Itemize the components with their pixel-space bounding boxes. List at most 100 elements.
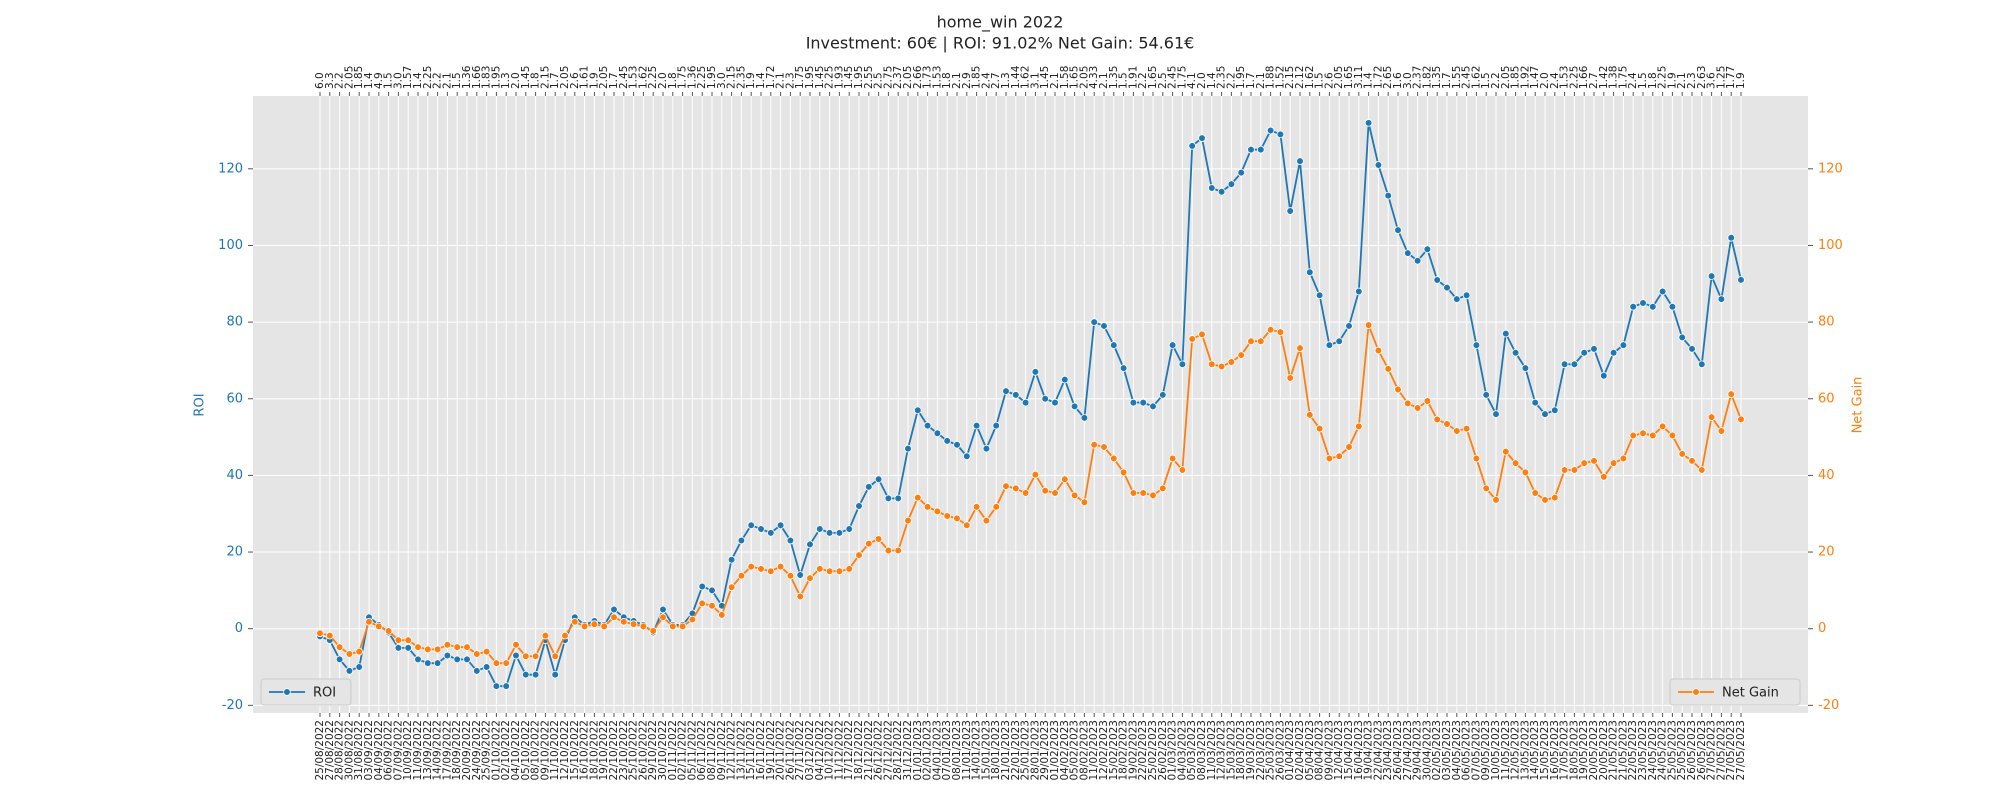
x-tick-label: 01/11/2022 <box>667 720 679 781</box>
x-tick-label: 15/02/2023 <box>1108 720 1120 781</box>
x-tick-label: 08/01/2023 <box>951 720 963 781</box>
x-tick-label: 31/08/2022 <box>353 720 365 781</box>
x-tick-label: 19/02/2023 <box>1127 720 1139 781</box>
data-point <box>1266 126 1275 135</box>
data-point <box>414 655 422 664</box>
top-tick-label: 2.3 <box>784 72 796 89</box>
data-point <box>521 652 530 661</box>
top-tick-label: 2.37 <box>892 66 904 89</box>
x-tick-label: 12/04/2023 <box>1333 720 1345 781</box>
top-tick-label: 1.85 <box>1510 66 1522 89</box>
top-tick-label: 1.95 <box>1235 66 1247 89</box>
x-tick-label: 22/02/2023 <box>1137 720 1149 781</box>
data-point <box>404 644 413 652</box>
y-tick-label: -20 <box>222 698 243 713</box>
x-tick-label: 28/08/2022 <box>334 720 346 781</box>
x-tick-label: 04/01/2023 <box>931 720 943 781</box>
data-point <box>1129 398 1138 407</box>
top-tick-label: 1.75 <box>1617 66 1629 89</box>
top-tick-label: 1.6 <box>1392 72 1404 89</box>
data-point <box>1306 268 1314 277</box>
x-tick-label: 25/05/2023 <box>1666 720 1678 781</box>
top-tick-label: 2.4 <box>1627 72 1639 89</box>
data-point <box>972 421 981 430</box>
x-tick-label: 11/02/2023 <box>1088 720 1100 781</box>
data-point <box>1609 348 1618 357</box>
top-tick-label: 2.66 <box>912 65 924 89</box>
top-tick-label: 1.4 <box>1363 72 1375 89</box>
data-point <box>610 605 618 614</box>
data-point <box>786 572 795 580</box>
x-tick-label: 09/10/2022 <box>539 720 551 781</box>
data-point <box>1315 291 1324 300</box>
data-point <box>1257 145 1265 154</box>
data-point <box>1688 345 1696 353</box>
top-tick-label: 1.45 <box>520 66 532 89</box>
x-tick-label: 04/10/2022 <box>510 720 522 781</box>
data-point <box>1541 496 1549 504</box>
x-tick-label: 17/09/2022 <box>441 720 453 781</box>
data-point <box>1737 415 1745 424</box>
data-point <box>766 567 775 576</box>
data-point <box>1658 422 1667 431</box>
data-point <box>1355 287 1363 296</box>
top-tick-label: 3.11 <box>1353 66 1365 89</box>
x-tick-label: 14/09/2022 <box>432 720 444 781</box>
data-point <box>482 647 491 656</box>
top-tick-label: 1.25 <box>1715 66 1727 89</box>
data-point <box>1110 341 1118 349</box>
data-point <box>414 643 422 651</box>
top-tick-label: 3.6 <box>1706 72 1718 89</box>
data-point <box>639 622 648 631</box>
top-tick-label: 1.53 <box>931 66 943 89</box>
x-tick-label: 22/04/2023 <box>1372 720 1384 781</box>
data-point <box>551 670 559 679</box>
top-tick-label: 1.5 <box>1480 72 1492 89</box>
x-tick-label: 24/05/2023 <box>1657 720 1669 781</box>
top-tick-label: 2.35 <box>1216 66 1228 89</box>
top-tick-label: 1.9 <box>1735 72 1747 89</box>
data-point <box>502 659 511 667</box>
data-point <box>953 440 961 449</box>
data-point <box>1090 440 1098 449</box>
x-tick-label: 27/08/2022 <box>324 720 336 781</box>
data-point <box>1345 443 1353 451</box>
x-tick-label: 20/05/2023 <box>1588 720 1600 781</box>
top-tick-label: 1.92 <box>1519 66 1531 89</box>
x-tick-label: 11/03/2023 <box>1206 720 1218 781</box>
top-tick-label: 1.83 <box>481 66 493 89</box>
x-tick-label: 30/08/2022 <box>343 720 355 781</box>
top-tick-label: 2.2 <box>1225 72 1237 89</box>
data-point <box>962 521 971 530</box>
top-tick-label: 1.57 <box>402 66 414 89</box>
x-tick-label: 05/03/2023 <box>1186 720 1198 781</box>
x-tick-label: 18/10/2022 <box>588 720 600 781</box>
data-point <box>1257 337 1265 346</box>
data-point <box>619 617 628 626</box>
data-point <box>1178 360 1187 369</box>
data-point <box>815 525 824 533</box>
data-point <box>835 529 844 537</box>
top-tick-label: 2.1 <box>1255 72 1267 89</box>
data-point <box>815 565 824 573</box>
data-point <box>747 521 755 530</box>
data-point <box>796 571 804 579</box>
x-tick-label: 27/05/2023 <box>1706 720 1718 781</box>
top-tick-label: 2.0 <box>1539 72 1551 89</box>
legend-label: Net Gain <box>1722 686 1779 701</box>
data-point <box>570 617 579 626</box>
top-tick-label: 2.4 <box>1549 72 1561 89</box>
legend-box <box>1669 678 1801 706</box>
data-point <box>1560 466 1569 474</box>
x-tick-label: 12/03/2023 <box>1216 720 1228 781</box>
top-tick-label: 1.3 <box>500 72 512 89</box>
data-point <box>992 421 1000 430</box>
data-point <box>1649 431 1657 440</box>
data-point <box>1374 346 1383 355</box>
data-point <box>443 640 452 649</box>
data-point <box>796 592 804 601</box>
top-tick-label: 1.93 <box>833 66 845 89</box>
x-tick-label: 26/11/2022 <box>784 720 796 781</box>
x-tick-label: 26/04/2023 <box>1392 720 1404 781</box>
data-point <box>1521 468 1530 477</box>
